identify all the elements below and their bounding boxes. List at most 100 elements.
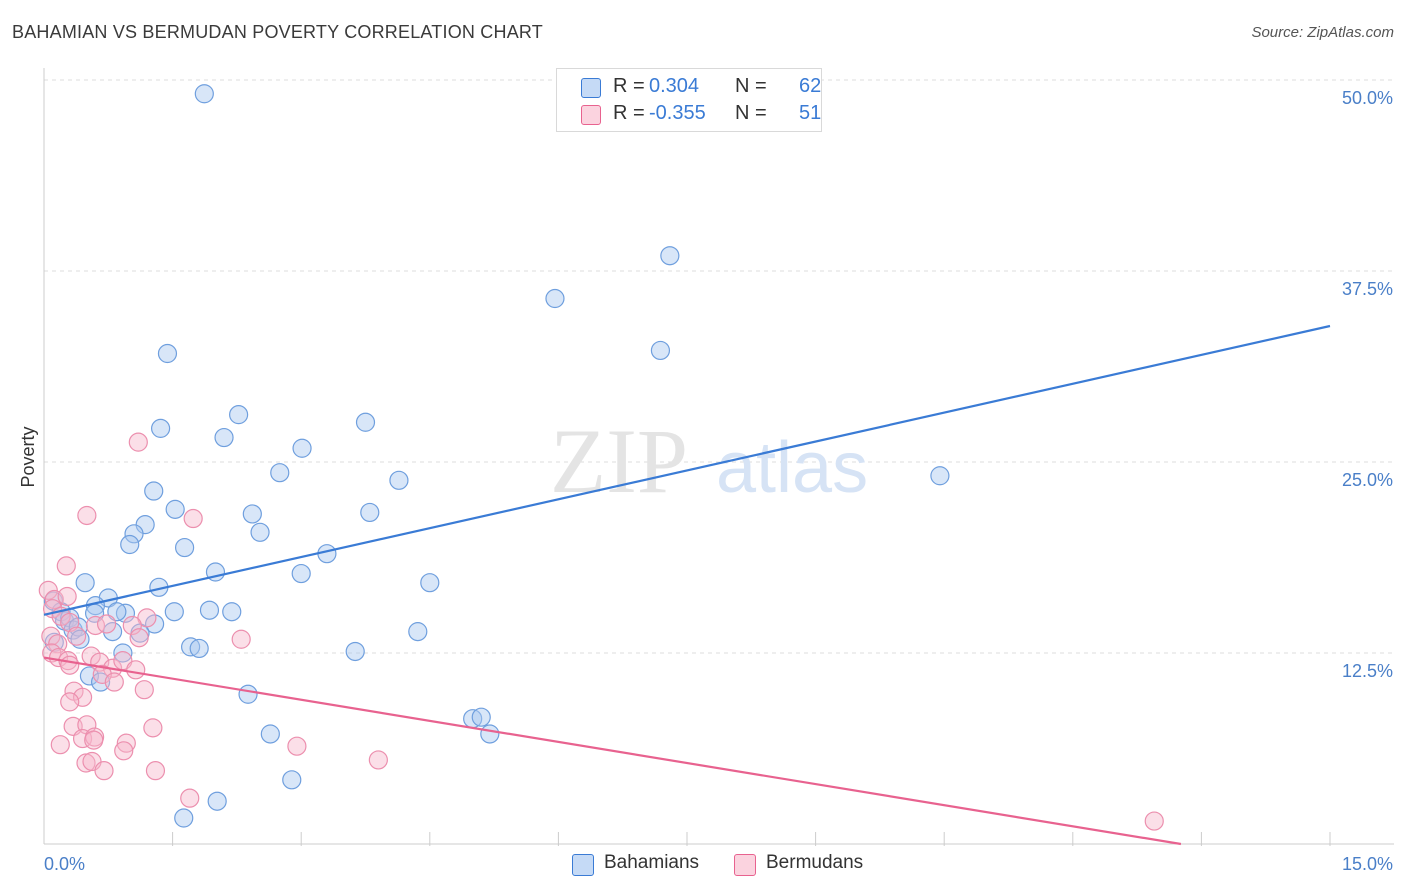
bahamians-point (144, 481, 164, 501)
bermudans-point (50, 735, 70, 755)
bermudans-point (92, 664, 112, 684)
bahamians-point (420, 573, 440, 593)
tick-labels: 12.5% 25.0% 37.5% 50.0% 0.0% 15.0% (44, 88, 1393, 874)
bahamians-point (70, 629, 90, 649)
source-label: Source: ZipAtlas.com (1251, 24, 1394, 41)
bermudans-point (143, 718, 163, 738)
bermudans-point (72, 687, 93, 707)
bermudans-trend-line (43, 656, 1182, 846)
bahamians-point (282, 770, 302, 790)
series-bermudans-points (38, 432, 1164, 831)
legend-r-value: 0.304 (649, 75, 700, 97)
watermark-atlas: atlas (716, 428, 868, 508)
bahamians-point (175, 537, 195, 558)
bahamians-point (471, 707, 491, 727)
bahamians-point (360, 502, 380, 523)
bermudans-point (57, 586, 77, 607)
legend-swatch-bahamians (581, 78, 601, 98)
legend-n-label: N = (735, 75, 767, 97)
bahamians-point (164, 602, 184, 622)
bahamians-point (291, 563, 311, 584)
series-bahamians-points (43, 84, 950, 828)
bahamians-point (207, 791, 227, 811)
bahamians-point (113, 643, 133, 663)
bahamians-point (124, 524, 144, 544)
y-tick-label: 25.0% (1342, 470, 1393, 490)
bahamians-point (260, 724, 280, 744)
bermudans-point (96, 614, 117, 634)
bahamians-point (389, 470, 409, 490)
chart-title: BAHAMIAN VS BERMUDAN POVERTY CORRELATION… (12, 22, 543, 42)
bahamians-point (660, 246, 680, 266)
bahamians-point (189, 638, 209, 659)
bermudans-point (77, 505, 97, 526)
bermudans-point (1144, 811, 1164, 831)
bermudans-point (287, 736, 307, 756)
bermudans-point (60, 692, 80, 712)
bermudans-point (231, 629, 251, 649)
bahamians-point (174, 808, 194, 828)
bermudans-point (60, 655, 80, 675)
bahamians-point (75, 573, 95, 593)
trend-lines (43, 324, 1331, 846)
bahamians-point (270, 463, 290, 483)
bahamians-point (194, 84, 214, 104)
bermudans-point (84, 730, 104, 750)
bermudans-point (94, 761, 114, 781)
bahamians-point (102, 622, 123, 642)
bahamians-point (214, 427, 234, 448)
bermudans-point (41, 626, 61, 646)
bermudans-point (145, 761, 166, 781)
bottom-legend-label-bahamians: Bahamians (604, 852, 700, 873)
bahamians-point (165, 499, 185, 519)
legend-r-value: -0.355 (649, 102, 706, 124)
y-tick-label: 12.5% (1342, 661, 1393, 681)
legend-swatch-bermudans (581, 105, 601, 125)
bermudans-point (104, 672, 124, 692)
bahamians-point (229, 405, 249, 425)
bermudans-point (129, 628, 149, 648)
axes (43, 68, 1394, 846)
bermudans-point (134, 680, 154, 700)
y-tick-label: 37.5% (1342, 279, 1393, 299)
bahamians-point (545, 288, 565, 309)
bermudans-point (180, 788, 200, 808)
bahamians-point (144, 614, 165, 634)
bottom-legend-swatch-bermudans (734, 854, 756, 876)
bahamians-point (199, 600, 220, 620)
bahamians-point (222, 602, 242, 622)
bottom-legend-swatch-bahamians (572, 854, 594, 876)
bahamians-point (355, 412, 376, 432)
bahamians-point (120, 534, 140, 555)
y-axis-label: Poverty (18, 426, 38, 487)
bahamians-point (650, 340, 671, 361)
bermudans-point (368, 750, 388, 770)
bahamians-point (242, 504, 262, 524)
bahamians-point (107, 602, 127, 622)
bahamians-point (480, 724, 500, 744)
legend-n-value: 62 (799, 75, 822, 97)
bahamians-point (930, 466, 950, 486)
bahamians-point (157, 343, 178, 364)
bermudans-point (48, 634, 68, 654)
x-tick-label: 0.0% (44, 854, 85, 874)
bermudans-point (114, 741, 134, 761)
x-tick-label: 15.0% (1342, 854, 1393, 874)
bermudans-point (66, 626, 87, 646)
bermudans-point (128, 432, 148, 452)
bottom-legend-label-bermudans: Bermudans (766, 852, 864, 873)
bermudans-point (56, 556, 76, 576)
legend-r-label: R = (613, 102, 645, 124)
bahamians-point (408, 622, 428, 642)
bermudans-point (116, 733, 136, 753)
grid-lines (44, 79, 1394, 654)
bahamians-point (90, 672, 111, 692)
y-tick-label: 50.0% (1342, 88, 1393, 108)
bermudans-point (38, 580, 58, 600)
bahamians-point (150, 418, 171, 438)
bahamians-point (292, 438, 312, 458)
bermudans-point (183, 508, 203, 529)
bermudans-point (122, 615, 142, 636)
bermudans-point (126, 660, 146, 680)
